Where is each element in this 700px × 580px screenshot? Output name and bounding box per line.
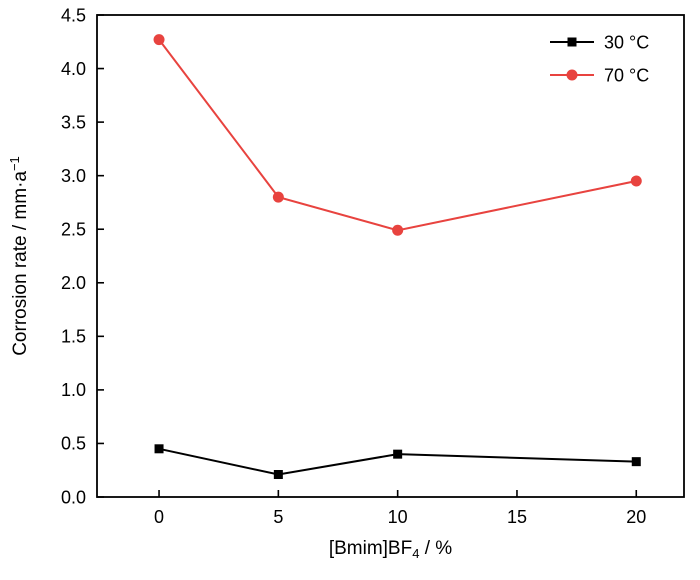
data-point-circle-marker — [392, 224, 404, 236]
data-point-circle-marker — [153, 34, 165, 46]
legend-entry: 30 °C — [550, 32, 649, 52]
y-axis-title: Corrosion rate / mm·a−1 — [7, 156, 31, 356]
series-30c — [154, 444, 641, 480]
series-line — [158, 39, 637, 232]
y-axis-tick-label: 2.0 — [61, 273, 86, 293]
data-point-square-marker — [273, 470, 283, 480]
x-axis-tick-label: 20 — [626, 507, 646, 527]
y-axis-tick-label: 2.5 — [61, 220, 86, 240]
legend-label: 70 °C — [604, 65, 649, 85]
x-axis-tick-label: 5 — [273, 507, 283, 527]
series-line — [158, 447, 637, 476]
x-axis-tick-label: 0 — [154, 507, 164, 527]
plot-frame — [96, 14, 685, 498]
data-point-circle-marker — [272, 191, 284, 203]
data-point-circle-marker — [566, 69, 578, 81]
y-axis-tick-label: 1.0 — [61, 380, 86, 400]
data-point-square-marker — [631, 457, 641, 467]
data-point-circle-marker — [630, 175, 642, 187]
y-axis-tick-label: 4.0 — [61, 59, 86, 79]
legend-label: 30 °C — [604, 32, 649, 52]
y-axis-tick-label: 0.5 — [61, 434, 86, 454]
y-axis-tick-label: 0.0 — [61, 487, 86, 507]
series-70c — [153, 34, 642, 236]
y-axis-tick-label: 3.5 — [61, 112, 86, 132]
x-axis-tick-label: 15 — [507, 507, 527, 527]
data-point-square-marker — [393, 449, 403, 459]
x-axis-title: [Bmim]BF4 / % — [329, 538, 452, 561]
data-point-square-marker — [154, 444, 164, 454]
x-axis-tick-label: 10 — [388, 507, 408, 527]
y-axis-tick-label: 3.0 — [61, 166, 86, 186]
legend-entry: 70 °C — [550, 65, 649, 85]
y-axis-tick-label: 4.5 — [61, 5, 86, 25]
data-point-square-marker — [567, 37, 577, 47]
y-axis-tick-label: 1.5 — [61, 327, 86, 347]
